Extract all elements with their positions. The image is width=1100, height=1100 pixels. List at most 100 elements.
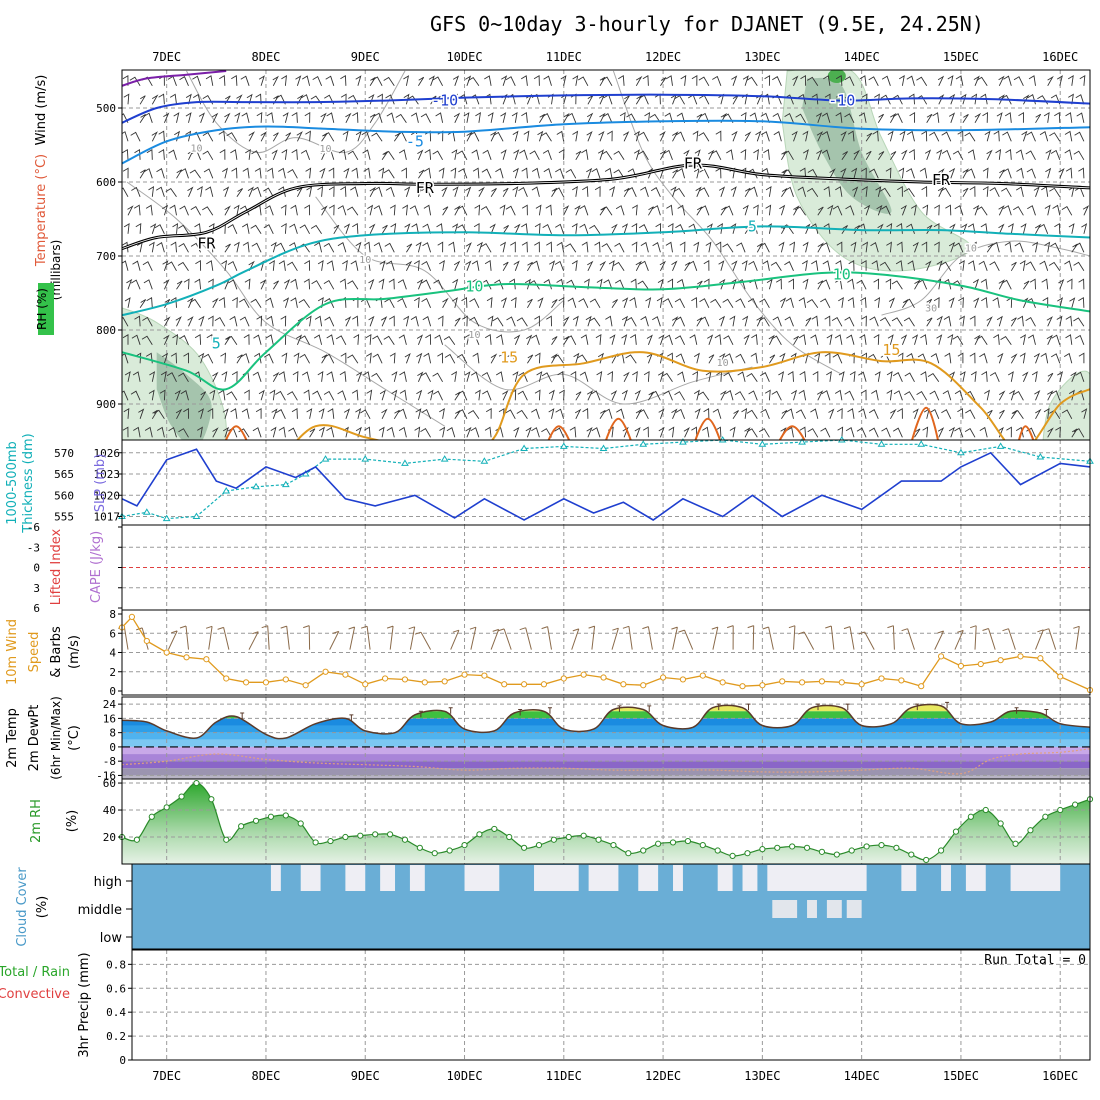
wind-barb bbox=[166, 261, 177, 272]
wind-barb bbox=[948, 241, 956, 253]
y-tick-label-rh2m: 40 bbox=[103, 804, 116, 817]
wind-barb bbox=[363, 167, 371, 179]
wind10m-barb bbox=[798, 631, 815, 650]
y-tick-label-slp: 1020 bbox=[94, 489, 121, 502]
wind-barb bbox=[319, 167, 326, 179]
wind-barb bbox=[710, 298, 722, 309]
wind-barb bbox=[783, 150, 794, 161]
wind-barb bbox=[1001, 187, 1012, 198]
rh2m-point bbox=[1042, 813, 1049, 820]
wind-barb bbox=[699, 298, 710, 308]
wind-barb bbox=[900, 334, 908, 345]
wind-barb bbox=[351, 389, 359, 401]
cloud-frame bbox=[131, 863, 1091, 950]
wind-barb bbox=[364, 446, 371, 456]
wind-barb bbox=[1047, 75, 1054, 87]
wind-barb bbox=[656, 297, 663, 308]
wind-barb bbox=[1039, 131, 1049, 142]
wind-barb bbox=[904, 372, 915, 383]
wind-barb bbox=[242, 241, 250, 253]
wind-barb bbox=[365, 352, 372, 364]
wind-barb bbox=[292, 370, 299, 382]
wind-barb bbox=[1049, 132, 1061, 142]
wind-barb bbox=[898, 75, 905, 86]
wind-barb bbox=[169, 93, 177, 105]
wind-barb bbox=[922, 204, 929, 216]
wind-barb bbox=[572, 315, 579, 327]
wind-barb bbox=[439, 260, 445, 271]
wind10m-speed-point bbox=[520, 681, 528, 688]
wind10m-speed-point bbox=[957, 662, 965, 670]
wind-barb bbox=[513, 260, 520, 271]
wind-barb bbox=[621, 334, 628, 345]
wind-barb bbox=[222, 167, 228, 179]
wind-barb bbox=[732, 410, 739, 420]
wind-barb bbox=[178, 428, 189, 438]
rh-shading bbox=[1042, 370, 1090, 440]
wind-barb bbox=[844, 113, 855, 124]
wind-barb bbox=[941, 131, 952, 142]
wind-barb bbox=[631, 204, 638, 216]
wind-barb bbox=[611, 223, 618, 235]
wind-barb bbox=[381, 408, 388, 419]
wind-barb bbox=[218, 130, 226, 142]
wind10m-speed-point bbox=[977, 660, 984, 668]
wind-barb bbox=[395, 113, 407, 124]
wind-barb bbox=[254, 352, 262, 364]
wind-barb bbox=[212, 297, 219, 309]
temp2m-max-marker bbox=[647, 705, 652, 712]
wind-barb bbox=[250, 224, 262, 235]
wind-barb bbox=[989, 371, 1000, 382]
wind-barb bbox=[132, 260, 141, 271]
wind-barb bbox=[758, 428, 770, 438]
wind-barb bbox=[122, 426, 129, 438]
wind-barb bbox=[580, 334, 589, 345]
rh2m-point bbox=[312, 839, 319, 846]
temp2m-band bbox=[122, 739, 1090, 747]
rh2m-point bbox=[818, 848, 826, 855]
wind-barb bbox=[271, 149, 278, 160]
wind-barb bbox=[402, 204, 408, 216]
wind-barb bbox=[885, 278, 892, 290]
wind-barb bbox=[231, 75, 238, 86]
y-tick-label-li: 0 bbox=[33, 562, 40, 575]
wind-barb bbox=[633, 130, 640, 142]
wind-barb bbox=[384, 242, 395, 253]
wind-barb bbox=[826, 371, 832, 382]
contour-label: 10 bbox=[359, 255, 371, 266]
wind-barb bbox=[122, 75, 129, 86]
wind-barb bbox=[311, 448, 322, 456]
wind-barb bbox=[772, 316, 782, 327]
wind-barb bbox=[1044, 204, 1051, 216]
wind-speed-contour bbox=[612, 70, 843, 375]
wind-barb bbox=[338, 149, 347, 160]
wind-barb bbox=[454, 317, 461, 327]
wind-barb bbox=[718, 186, 726, 197]
cloud-gap-high bbox=[380, 865, 396, 891]
wind-barb bbox=[418, 76, 425, 87]
wind-barb bbox=[797, 186, 807, 197]
wind-barb bbox=[312, 390, 323, 401]
wind-barb bbox=[640, 241, 649, 253]
wind-barb bbox=[355, 75, 362, 86]
wind-barb bbox=[705, 241, 712, 253]
wind-barb bbox=[599, 260, 607, 272]
wind-barb bbox=[674, 391, 685, 401]
wind-barb bbox=[151, 131, 158, 142]
wind-barb bbox=[909, 112, 916, 123]
wind-barb bbox=[196, 186, 203, 197]
wind-barb bbox=[828, 408, 835, 419]
wind-barb bbox=[537, 297, 544, 308]
isotherm-line bbox=[122, 119, 1090, 165]
wind-barb bbox=[1015, 426, 1024, 438]
cape-panel bbox=[122, 525, 1090, 610]
wind-barb bbox=[810, 408, 819, 419]
wind10m-speed-point bbox=[759, 682, 766, 689]
wind-barb bbox=[675, 408, 686, 419]
wind-barb bbox=[534, 222, 541, 234]
wind-barb bbox=[275, 409, 286, 419]
wind-barb bbox=[122, 334, 129, 345]
wind-barb bbox=[1051, 390, 1061, 401]
wind-barb bbox=[586, 427, 593, 438]
wind-barb bbox=[840, 131, 847, 142]
